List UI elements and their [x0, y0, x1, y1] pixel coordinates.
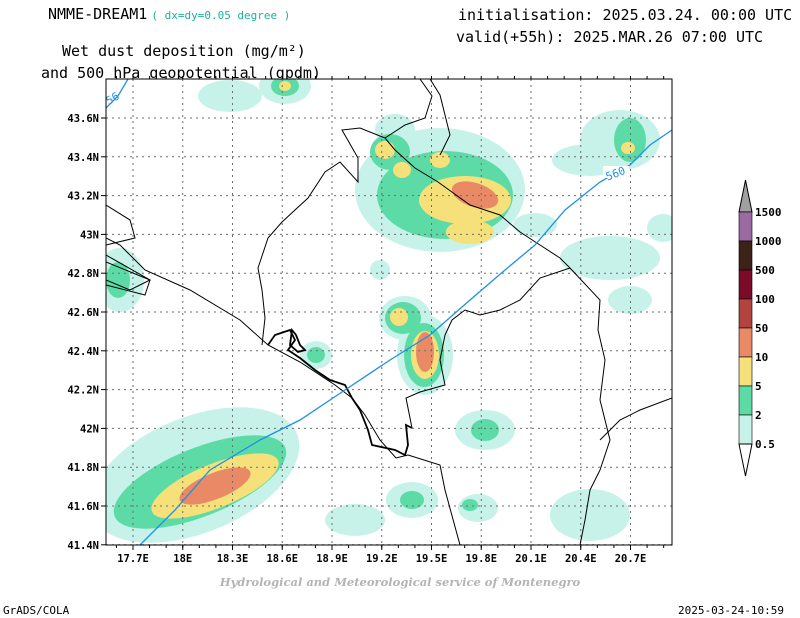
valid-time-label: valid(+55h): 2025.MAR.26 07:00 UTC — [456, 28, 764, 46]
axis-ticks — [101, 76, 665, 550]
legend-swatch — [738, 414, 753, 445]
border-north-macedonia — [429, 79, 451, 156]
lon-tick-label: 18.3E — [217, 553, 249, 565]
lat-tick-label: 43.6N — [67, 113, 99, 125]
lon-tick-label: 20.4E — [565, 553, 597, 565]
lon-tick-label: 19.8E — [465, 553, 497, 565]
legend-label: 5 — [755, 380, 762, 393]
legend-label: 10 — [755, 351, 768, 364]
lat-tick-label: 42.4N — [67, 346, 99, 358]
lon-tick-label: 17.7E — [117, 553, 149, 565]
border-albania-west — [407, 454, 461, 545]
model-name: NMME-DREAM1 — [48, 5, 148, 23]
legend-swatch — [738, 356, 753, 387]
legend-arrow-high — [738, 179, 753, 213]
legend-swatch — [738, 240, 753, 271]
legend-swatch — [738, 385, 753, 416]
lat-tick-label: 42N — [80, 423, 99, 435]
coastline — [106, 237, 409, 459]
legend-swatch — [738, 211, 753, 242]
legend-arrow-low — [738, 443, 753, 477]
resolution-label: ( dx=dy=0.05 degree ) — [151, 9, 291, 22]
lon-tick-label: 18.6E — [266, 553, 298, 565]
lat-tick-label: 43.2N — [67, 191, 99, 203]
plot-title-line2: and 500 hPa geopotential (gpdm) — [41, 64, 321, 82]
lat-tick-label: 42.8N — [67, 268, 99, 280]
legend-label: 50 — [755, 322, 768, 335]
timestamp-label: 2025-03-24-10:59 — [678, 604, 784, 617]
lon-tick-label: 20.7E — [615, 553, 647, 565]
color-legend: 1500 1000 500 100 50 10 5 2 0.5 — [738, 179, 782, 477]
lon-tick-label: 19.2E — [366, 553, 398, 565]
lon-tick-label: 18E — [173, 553, 192, 565]
border-albania-east — [599, 397, 672, 441]
lat-tick-label: 43N — [80, 229, 99, 241]
legend-swatch — [738, 298, 753, 329]
model-title: NMME-DREAM1( dx=dy=0.05 degree ) — [48, 5, 290, 23]
legend-label: 2 — [755, 409, 762, 422]
lat-tick-label: 41.8N — [67, 462, 99, 474]
lon-tick-label: 20.1E — [515, 553, 547, 565]
lat-tick-label: 41.6N — [67, 501, 99, 513]
border-bih-west — [106, 254, 151, 296]
initialisation-label: initialisation: 2025.03.24. 00:00 UTC — [458, 6, 793, 24]
lat-tick-label: 42.2N — [67, 385, 99, 397]
legend-label: 500 — [755, 264, 775, 277]
software-label: GrADS/COLA — [3, 604, 70, 617]
lat-tick-label: 41.4N — [67, 540, 99, 552]
coastline-montenegro-bold — [267, 328, 413, 457]
legend-label: 1500 — [755, 206, 782, 219]
border-montenegro-north — [257, 79, 433, 346]
contour-56-corner — [106, 79, 129, 109]
legend-label: 100 — [755, 293, 775, 306]
coastline-islands — [106, 261, 152, 291]
lat-tick-label: 43.4N — [67, 152, 99, 164]
lat-tick-label: 42.6N — [67, 307, 99, 319]
bay-of-kotor — [289, 327, 307, 353]
latitude-labels: 43.6N 43.4N 43.2N 43N 42.8N 42.6N 42.4N 42.2N 42… — [67, 113, 99, 552]
legend-swatch — [738, 327, 753, 358]
legend-label: 0.5 — [755, 438, 775, 451]
border-kosovo-albania — [569, 267, 611, 545]
border-serbia — [384, 137, 571, 429]
lon-tick-label: 18.9E — [316, 553, 348, 565]
legend-label: 1000 — [755, 235, 782, 248]
plot-title-line1: Wet dust deposition (mg/m²) — [62, 42, 306, 60]
boundaries — [106, 79, 672, 545]
legend-swatch — [738, 269, 753, 300]
longitude-labels: 17.7E 18E 18.3E 18.6E 18.9E 19.2E 19.5E 19.8E 20… — [117, 553, 646, 565]
lon-tick-label: 19.5E — [416, 553, 448, 565]
coastline-west — [106, 204, 136, 246]
credit-line: Hydrological and Meteorological service … — [219, 575, 581, 589]
